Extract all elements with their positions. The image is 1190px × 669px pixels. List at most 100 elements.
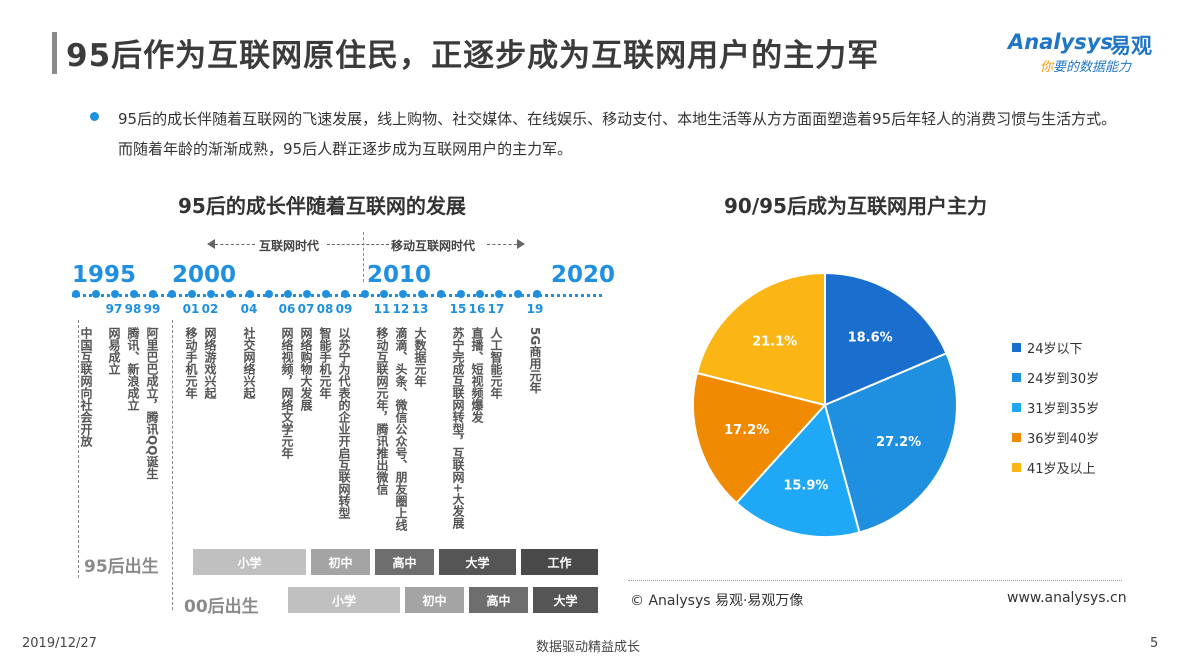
cohort-00-label: 00后出生 [184, 597, 259, 617]
timeline-year: 99 [143, 302, 161, 316]
legend-swatch [1012, 342, 1021, 352]
timeline-event: 腾讯、新浪成立 [126, 327, 140, 411]
legend-label: 36岁到40岁 [1027, 431, 1100, 447]
timeline-year: 02 [201, 302, 219, 316]
stage-00-middle: 初中 [405, 587, 464, 613]
decade-2020: 2020 [551, 262, 616, 288]
legend-item: 24岁以下 [1012, 332, 1099, 362]
stage-00-high: 高中 [469, 587, 528, 613]
pie-legend: 24岁以下 24岁到30岁 31岁到35岁 36岁到40岁 41岁及以上 [1012, 332, 1099, 482]
timeline-event: 网络购物大发展 [299, 327, 313, 411]
intro-text: 95后的成长伴随着互联网的飞速发展，线上购物、社交媒体、在线娱乐、移动支付、本地… [118, 110, 1117, 158]
timeline-title: 95后的成长伴随着互联网的发展 [178, 194, 466, 218]
copyright-text: © Analysys 易观·易观万像 [630, 593, 804, 609]
timeline-event: 以苏宁为代表的企业开启互联网转型 [337, 327, 351, 519]
timeline-year: 07 [297, 302, 315, 316]
timeline-dot [361, 290, 369, 298]
timeline-dot [437, 290, 445, 298]
era-arrow-right-icon [517, 239, 525, 249]
decade-1995: 1995 [72, 262, 137, 288]
era-internet-label: 互联网时代 [259, 239, 320, 253]
legend-label: 31岁到35岁 [1027, 401, 1100, 417]
timeline-dot [188, 290, 196, 298]
footer-slogan: 数据驱动精益成长 [536, 640, 641, 655]
timeline-axis [72, 294, 602, 297]
era-divider [363, 232, 364, 282]
era-line [487, 244, 517, 245]
timeline-event: 移动互联网元年，腾讯推出微信 [375, 327, 389, 495]
legend-label: 24岁以下 [1027, 341, 1083, 357]
timeline-dot [322, 290, 330, 298]
legend-swatch [1012, 372, 1021, 382]
timeline-event: 网络游戏兴起 [203, 327, 217, 399]
timeline-year: 98 [124, 302, 142, 316]
timeline-year: 17 [487, 302, 505, 316]
timeline-dot [207, 290, 215, 298]
cohort-95-guide [78, 320, 79, 578]
timeline-event: 苏宁完成互联网转型，互联网+大发展 [451, 327, 465, 530]
timeline-dot [457, 290, 465, 298]
slogan-rest: 要的数据能力 [1053, 60, 1132, 75]
timeline-year: 97 [105, 302, 123, 316]
timeline-event: 社交网络兴起 [242, 327, 256, 399]
legend-label: 24岁到30岁 [1027, 371, 1100, 387]
era-line [215, 244, 255, 245]
timeline-dot [418, 290, 426, 298]
timeline-year: 12 [392, 302, 410, 316]
stage-00-college: 大学 [533, 587, 598, 613]
timeline-year: 09 [335, 302, 353, 316]
stage-95-primary: 小学 [193, 549, 306, 575]
timeline-dot [92, 290, 100, 298]
timeline-dot [72, 290, 80, 298]
stage-95-high: 高中 [375, 549, 434, 575]
pie-slice-3 [692, 371, 827, 505]
bullet-dot-icon [90, 112, 99, 121]
website-link[interactable]: www.analysys.cn [1007, 590, 1127, 606]
pie-label-1: 27.2% [876, 435, 921, 450]
timeline-dot [476, 290, 484, 298]
timeline-event: 阿里巴巴成立，腾讯QQ诞生 [145, 327, 159, 480]
timeline-dot [514, 290, 522, 298]
legend-item: 24岁到30岁 [1012, 362, 1099, 392]
timeline-dot [149, 290, 157, 298]
timeline-dot [399, 290, 407, 298]
timeline-dot [168, 290, 176, 298]
decade-2000: 2000 [172, 262, 237, 288]
era-mobile-label: 移动互联网时代 [391, 239, 476, 253]
source-divider [628, 580, 1122, 581]
page-title: 95后作为互联网原住民，正逐步成为互联网用户的主力军 [66, 38, 880, 74]
cohort-95-label: 95后出生 [84, 557, 159, 577]
legend-item: 36岁到40岁 [1012, 422, 1099, 452]
legend-label: 41岁及以上 [1027, 461, 1096, 477]
timeline-event: 网络视频，网络文学元年 [280, 327, 294, 459]
timeline-dot [284, 290, 292, 298]
timeline-dot [495, 290, 503, 298]
slogan-highlight: 你 [1040, 60, 1054, 75]
era-line [327, 244, 389, 245]
timeline-event: 网易成立 [107, 327, 121, 375]
pie-slice-2 [735, 402, 861, 538]
legend-item: 31岁到35岁 [1012, 392, 1099, 422]
timeline-dot [303, 290, 311, 298]
timeline-event: 大数据元年 [413, 327, 427, 387]
timeline-dot [533, 290, 541, 298]
cohort-00-guide [172, 320, 173, 610]
timeline-dot [246, 290, 254, 298]
timeline-event: 滴滴、头条、微信公众号、朋友圈上线 [394, 327, 408, 531]
timeline-dot [380, 290, 388, 298]
pie-label-3: 17.2% [724, 423, 769, 438]
stage-95-middle: 初中 [311, 549, 370, 575]
page-number: 5 [1150, 636, 1159, 651]
timeline-year: 06 [278, 302, 296, 316]
timeline-dot [265, 290, 273, 298]
footer-date: 2019/12/27 [22, 636, 97, 651]
legend-item: 41岁及以上 [1012, 452, 1099, 482]
timeline-event: 人工智能元年 [489, 327, 503, 399]
stage-95-college: 大学 [439, 549, 516, 575]
pie-chart-title: 90/95后成为互联网用户主力 [724, 194, 987, 218]
timeline-dot [341, 290, 349, 298]
pie-label-2: 15.9% [783, 479, 828, 494]
legend-swatch [1012, 432, 1021, 442]
timeline-event: 直播、短视频爆发 [470, 327, 484, 423]
timeline-dot [226, 290, 234, 298]
